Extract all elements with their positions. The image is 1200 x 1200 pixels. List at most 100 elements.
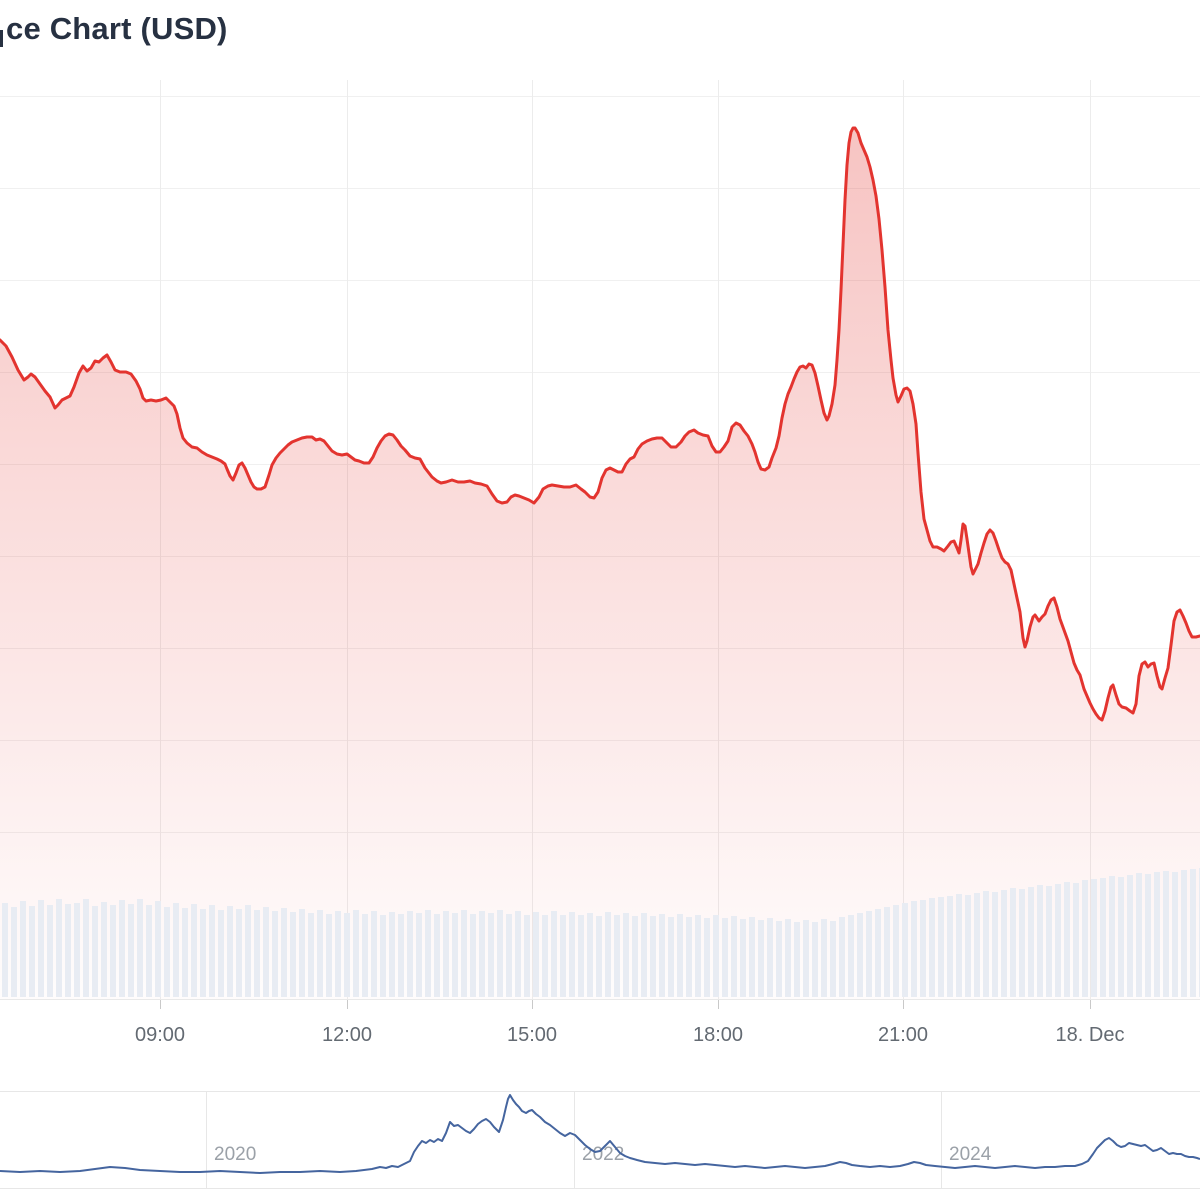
volume-bar	[1163, 871, 1169, 997]
x-axis-label: 12:00	[322, 1024, 372, 1046]
volume-bar	[83, 899, 89, 997]
navigator-year-label: 2020	[214, 1144, 256, 1165]
volume-bar	[281, 908, 287, 997]
volume-bar	[2, 903, 8, 997]
volume-bar	[578, 915, 584, 997]
volume-bar	[344, 913, 350, 997]
volume-bar	[38, 900, 44, 997]
volume-bar	[47, 905, 53, 997]
volume-bar	[695, 915, 701, 997]
price-area-fill	[0, 128, 1200, 1000]
volume-bar	[731, 916, 737, 997]
volume-bar	[722, 918, 728, 997]
x-axis-label: 18:00	[693, 1024, 743, 1046]
volume-bar	[587, 913, 593, 997]
volume-bar	[569, 912, 575, 997]
volume-bar	[902, 903, 908, 997]
volume-bar	[965, 895, 971, 997]
volume-bar	[173, 903, 179, 997]
volume-bar	[146, 905, 152, 997]
price-line[interactable]	[0, 126, 1200, 722]
volume-bar	[821, 919, 827, 997]
volume-bar	[659, 914, 665, 997]
volume-bar	[101, 902, 107, 997]
navigator-year-label: 2022	[582, 1144, 624, 1165]
volume-bar	[443, 911, 449, 997]
volume-bar	[812, 922, 818, 997]
volume-bar	[416, 913, 422, 997]
volume-bar	[452, 913, 458, 997]
volume-bar	[470, 914, 476, 997]
volume-bars[interactable]	[2, 868, 1200, 997]
volume-bar	[758, 920, 764, 997]
volume-bar	[560, 915, 566, 997]
volume-bar	[1172, 872, 1178, 997]
volume-bar	[938, 897, 944, 997]
volume-bar	[623, 913, 629, 997]
volume-bar	[245, 905, 251, 997]
volume-bar	[425, 910, 431, 997]
volume-bar	[506, 914, 512, 997]
price-area-series[interactable]	[0, 126, 1200, 1000]
volume-bar	[290, 912, 296, 997]
navigator[interactable]: 2020 2022 2024	[0, 1091, 1200, 1189]
volume-bar	[1181, 870, 1187, 997]
volume-bar	[1127, 875, 1133, 997]
volume-bar	[668, 917, 674, 997]
volume-bar	[641, 913, 647, 997]
volume-bar	[794, 922, 800, 997]
volume-bar	[1100, 878, 1106, 997]
volume-bar	[1118, 877, 1124, 997]
volume-bar	[875, 909, 881, 997]
volume-bar	[371, 911, 377, 997]
page-title: ce Chart (USD)	[6, 11, 228, 46]
volume-bar	[803, 920, 809, 997]
volume-bar	[893, 905, 899, 997]
volume-bar	[740, 919, 746, 997]
volume-bar	[704, 918, 710, 997]
volume-bar	[65, 904, 71, 997]
volume-bar	[407, 911, 413, 997]
volume-bar	[767, 918, 773, 997]
volume-bar	[110, 905, 116, 997]
volume-bar	[713, 915, 719, 997]
volume-bar	[515, 911, 521, 997]
volume-bar	[866, 911, 872, 997]
volume-bar	[209, 905, 215, 997]
volume-bar	[119, 900, 125, 997]
volume-bar	[497, 910, 503, 997]
volume-bar	[776, 921, 782, 997]
volume-bar	[200, 909, 206, 997]
volume-bar	[461, 910, 467, 997]
volume-bar	[326, 914, 332, 997]
volume-bar	[839, 917, 845, 997]
x-axis-label: 15:00	[507, 1024, 557, 1046]
volume-bar	[929, 898, 935, 997]
volume-bar	[974, 893, 980, 997]
x-axis	[0, 999, 1200, 1009]
volume-bar	[830, 921, 836, 997]
volume-bar	[380, 915, 386, 997]
volume-bar	[632, 916, 638, 997]
x-axis-label: 09:00	[135, 1024, 185, 1046]
volume-bar	[1073, 883, 1079, 997]
volume-bar	[1046, 886, 1052, 997]
title-clipped-letter-fragment	[0, 30, 3, 47]
volume-bar	[1082, 880, 1088, 997]
volume-bar	[254, 910, 260, 997]
volume-bar	[236, 909, 242, 997]
volume-bar	[1064, 882, 1070, 997]
volume-bar	[983, 891, 989, 997]
volume-bar	[137, 899, 143, 997]
volume-bar	[533, 912, 539, 997]
volume-bar	[227, 906, 233, 997]
volume-bar	[1055, 884, 1061, 997]
volume-bar	[920, 900, 926, 997]
navigator-line[interactable]	[0, 1094, 1200, 1174]
volume-bar	[1154, 872, 1160, 997]
volume-bar	[398, 914, 404, 997]
volume-bar	[1091, 879, 1097, 997]
